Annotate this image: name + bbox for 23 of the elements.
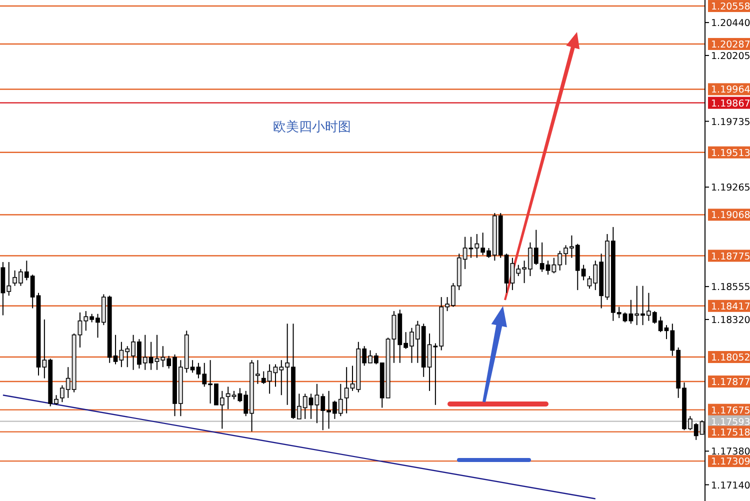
ref-line-label: 1.17675: [711, 405, 750, 416]
ref-line-label: 1.17518: [711, 427, 750, 438]
ref-line-label: 1.19513: [711, 148, 750, 159]
text: 欧美四小时图: [273, 119, 351, 135]
y-tick-label: 1.19265: [711, 182, 750, 194]
y-tick-label: 1.18320: [711, 314, 750, 326]
y-tick-label: 1.18555: [711, 282, 750, 294]
ref-line-label: 1.18052: [711, 352, 750, 364]
ref-line-label: 1.19964: [711, 84, 750, 96]
ref-line-label: 1.20558: [711, 2, 750, 13]
y-tick-label: 1.19735: [711, 116, 750, 128]
y-tick-label: 1.20440: [711, 18, 750, 30]
y-tick-label: 1.17140: [711, 480, 750, 492]
ref-line-label: 1.17309: [711, 456, 750, 468]
y-tick-label: 1.20205: [711, 50, 750, 62]
ref-line-label: 1.20287: [711, 39, 750, 50]
ref-line-label: 1.17877: [711, 377, 750, 388]
ref-line-label: 1.17593: [711, 416, 750, 428]
ref-line-label: 1.19068: [711, 210, 750, 222]
ref-line-label: 1.18417: [711, 301, 750, 312]
ref-line-label: 1.18775: [711, 251, 750, 262]
ref-line-label: 1.19867: [711, 98, 750, 110]
y-tick-label: 1.17380: [711, 446, 750, 458]
